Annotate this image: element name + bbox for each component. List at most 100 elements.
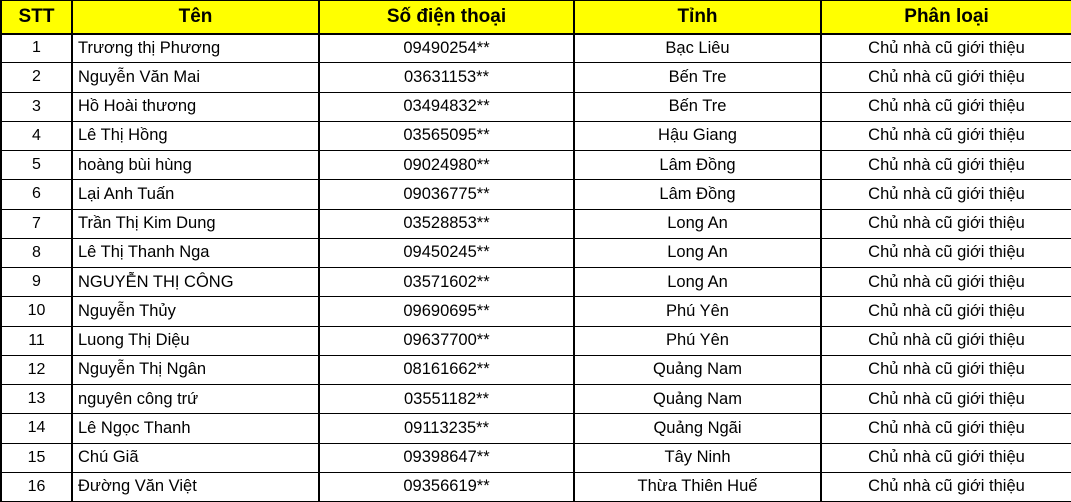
cell-stt[interactable]: 14: [0, 413, 73, 444]
cell-province[interactable]: Phú Yên: [573, 296, 822, 327]
table-row: 10 Nguyễn Thủy 09690695** Phú Yên Chủ nhà cũ…: [0, 296, 1071, 327]
cell-category[interactable]: Chủ nhà cũ giới thiệu: [820, 354, 1071, 386]
cell-category[interactable]: Chủ nhà cũ giới thiệu: [820, 179, 1071, 210]
cell-category[interactable]: Chủ nhà cũ giới thiệu: [820, 62, 1071, 93]
cell-category[interactable]: Chủ nhà cũ giới thiệu: [820, 32, 1071, 64]
cell-phone[interactable]: 09450245**: [318, 237, 575, 269]
cell-category[interactable]: Chủ nhà cũ giới thiệu: [820, 325, 1071, 356]
cell-province[interactable]: Quảng Nam: [573, 383, 822, 415]
cell-phone[interactable]: 09690695**: [318, 296, 575, 327]
cell-stt[interactable]: 3: [0, 91, 73, 122]
cell-stt[interactable]: 9: [0, 266, 73, 298]
cell-name[interactable]: NGUYỄN THỊ CÔNG: [71, 266, 320, 298]
table-row: 13 nguyên công trứ 03551182** Quảng Nam Chủ …: [0, 383, 1071, 415]
cell-phone[interactable]: 03494832**: [318, 91, 575, 122]
cell-stt[interactable]: 12: [0, 354, 73, 386]
cell-phone[interactable]: 09356619**: [318, 471, 575, 502]
cell-stt[interactable]: 10: [0, 296, 73, 327]
cell-name[interactable]: Lê Thị Thanh Nga: [71, 237, 320, 269]
cell-phone[interactable]: 03528853**: [318, 208, 575, 239]
table-row: 2 Nguyễn Văn Mai 03631153** Bến Tre Chủ nhà …: [0, 62, 1071, 93]
cell-name[interactable]: Nguyễn Thủy: [71, 296, 320, 327]
header-province[interactable]: Tỉnh: [573, 0, 822, 35]
table-row: 15 Chú Giã 09398647** Tây Ninh Chủ nhà cũ gi…: [0, 442, 1071, 473]
cell-stt[interactable]: 2: [0, 62, 73, 93]
cell-phone[interactable]: 08161662**: [318, 354, 575, 386]
cell-name[interactable]: Chú Giã: [71, 442, 320, 473]
table-row: 7 Trần Thị Kim Dung 03528853** Long An Chủ n…: [0, 208, 1071, 239]
cell-category[interactable]: Chủ nhà cũ giới thiệu: [820, 208, 1071, 239]
cell-province[interactable]: Hậu Giang: [573, 120, 822, 152]
cell-province[interactable]: Tây Ninh: [573, 442, 822, 473]
cell-name[interactable]: Luong Thị Diệu: [71, 325, 320, 356]
cell-province[interactable]: Phú Yên: [573, 325, 822, 356]
cell-name[interactable]: nguyên công trứ: [71, 383, 320, 415]
table-row: 9 NGUYỄN THỊ CÔNG 03571602** Long An Chủ nhà…: [0, 266, 1071, 298]
cell-province[interactable]: Bến Tre: [573, 62, 822, 93]
table-row: 6 Lại Anh Tuấn 09036775** Lâm Đồng Chủ nhà c…: [0, 179, 1071, 210]
header-phone[interactable]: Số điện thoại: [318, 0, 575, 35]
cell-stt[interactable]: 15: [0, 442, 73, 473]
cell-stt[interactable]: 11: [0, 325, 73, 356]
cell-phone[interactable]: 09036775**: [318, 179, 575, 210]
cell-category[interactable]: Chủ nhà cũ giới thiệu: [820, 413, 1071, 444]
table-row: 14 Lê Ngọc Thanh 09113235** Quảng Ngãi Chủ n…: [0, 413, 1071, 444]
table-row: 8 Lê Thị Thanh Nga 09450245** Long An Chủ nh…: [0, 237, 1071, 269]
cell-stt[interactable]: 1: [0, 32, 73, 64]
cell-phone[interactable]: 09490254**: [318, 32, 575, 64]
cell-stt[interactable]: 4: [0, 120, 73, 152]
cell-category[interactable]: Chủ nhà cũ giới thiệu: [820, 383, 1071, 415]
cell-stt[interactable]: 5: [0, 149, 73, 181]
cell-category[interactable]: Chủ nhà cũ giới thiệu: [820, 91, 1071, 122]
cell-province[interactable]: Lâm Đồng: [573, 179, 822, 210]
cell-province[interactable]: Bến Tre: [573, 91, 822, 122]
cell-phone[interactable]: 09113235**: [318, 413, 575, 444]
cell-category[interactable]: Chủ nhà cũ giới thiệu: [820, 237, 1071, 269]
cell-category[interactable]: Chủ nhà cũ giới thiệu: [820, 442, 1071, 473]
cell-name[interactable]: Hồ Hoài thương: [71, 91, 320, 122]
cell-name[interactable]: Trương thị Phương: [71, 32, 320, 64]
cell-phone[interactable]: 03551182**: [318, 383, 575, 415]
cell-phone[interactable]: 03571602**: [318, 266, 575, 298]
cell-phone[interactable]: 09024980**: [318, 149, 575, 181]
cell-name[interactable]: Đường Văn Việt: [71, 471, 320, 502]
header-row: STT Tên Số điện thoại Tỉnh Phân loại: [0, 0, 1071, 35]
table-row: 16 Đường Văn Việt 09356619** Thừa Thiên Huế…: [0, 471, 1071, 502]
cell-category[interactable]: Chủ nhà cũ giới thiệu: [820, 149, 1071, 181]
cell-name[interactable]: Lại Anh Tuấn: [71, 179, 320, 210]
cell-province[interactable]: Long An: [573, 266, 822, 298]
cell-stt[interactable]: 16: [0, 471, 73, 502]
cell-province[interactable]: Quảng Nam: [573, 354, 822, 386]
cell-category[interactable]: Chủ nhà cũ giới thiệu: [820, 266, 1071, 298]
cell-stt[interactable]: 8: [0, 237, 73, 269]
cell-name[interactable]: Trần Thị Kim Dung: [71, 208, 320, 239]
cell-category[interactable]: Chủ nhà cũ giới thiệu: [820, 296, 1071, 327]
cell-name[interactable]: Nguyễn Văn Mai: [71, 62, 320, 93]
cell-name[interactable]: Nguyễn Thị Ngân: [71, 354, 320, 386]
cell-category[interactable]: Chủ nhà cũ giới thiệu: [820, 471, 1071, 502]
cell-province[interactable]: Lâm Đồng: [573, 149, 822, 181]
header-name[interactable]: Tên: [71, 0, 320, 35]
cell-phone[interactable]: 09398647**: [318, 442, 575, 473]
cell-stt[interactable]: 6: [0, 179, 73, 210]
header-stt[interactable]: STT: [0, 0, 73, 35]
cell-province[interactable]: Long An: [573, 237, 822, 269]
cell-name[interactable]: Lê Ngọc Thanh: [71, 413, 320, 444]
table-row: 4 Lê Thị Hồng 03565095** Hậu Giang Chủ nhà c…: [0, 120, 1071, 152]
cell-phone[interactable]: 09637700**: [318, 325, 575, 356]
cell-phone[interactable]: 03565095**: [318, 120, 575, 152]
cell-stt[interactable]: 7: [0, 208, 73, 239]
cell-phone[interactable]: 03631153**: [318, 62, 575, 93]
header-category[interactable]: Phân loại: [820, 0, 1071, 35]
table-row: 12 Nguyễn Thị Ngân 08161662** Quảng Nam Chủ …: [0, 354, 1071, 386]
cell-province[interactable]: Thừa Thiên Huế: [573, 471, 822, 502]
cell-province[interactable]: Bạc Liêu: [573, 32, 822, 64]
table-row: 3 Hồ Hoài thương 03494832** Bến Tre Chủ nhà …: [0, 91, 1071, 122]
cell-name[interactable]: hoàng bùi hùng: [71, 149, 320, 181]
cell-province[interactable]: Long An: [573, 208, 822, 239]
cell-province[interactable]: Quảng Ngãi: [573, 413, 822, 444]
cell-category[interactable]: Chủ nhà cũ giới thiệu: [820, 120, 1071, 152]
cell-stt[interactable]: 13: [0, 383, 73, 415]
cell-name[interactable]: Lê Thị Hồng: [71, 120, 320, 152]
table-row: 1 Trương thị Phương 09490254** Bạc Liêu Chủ …: [0, 32, 1071, 64]
